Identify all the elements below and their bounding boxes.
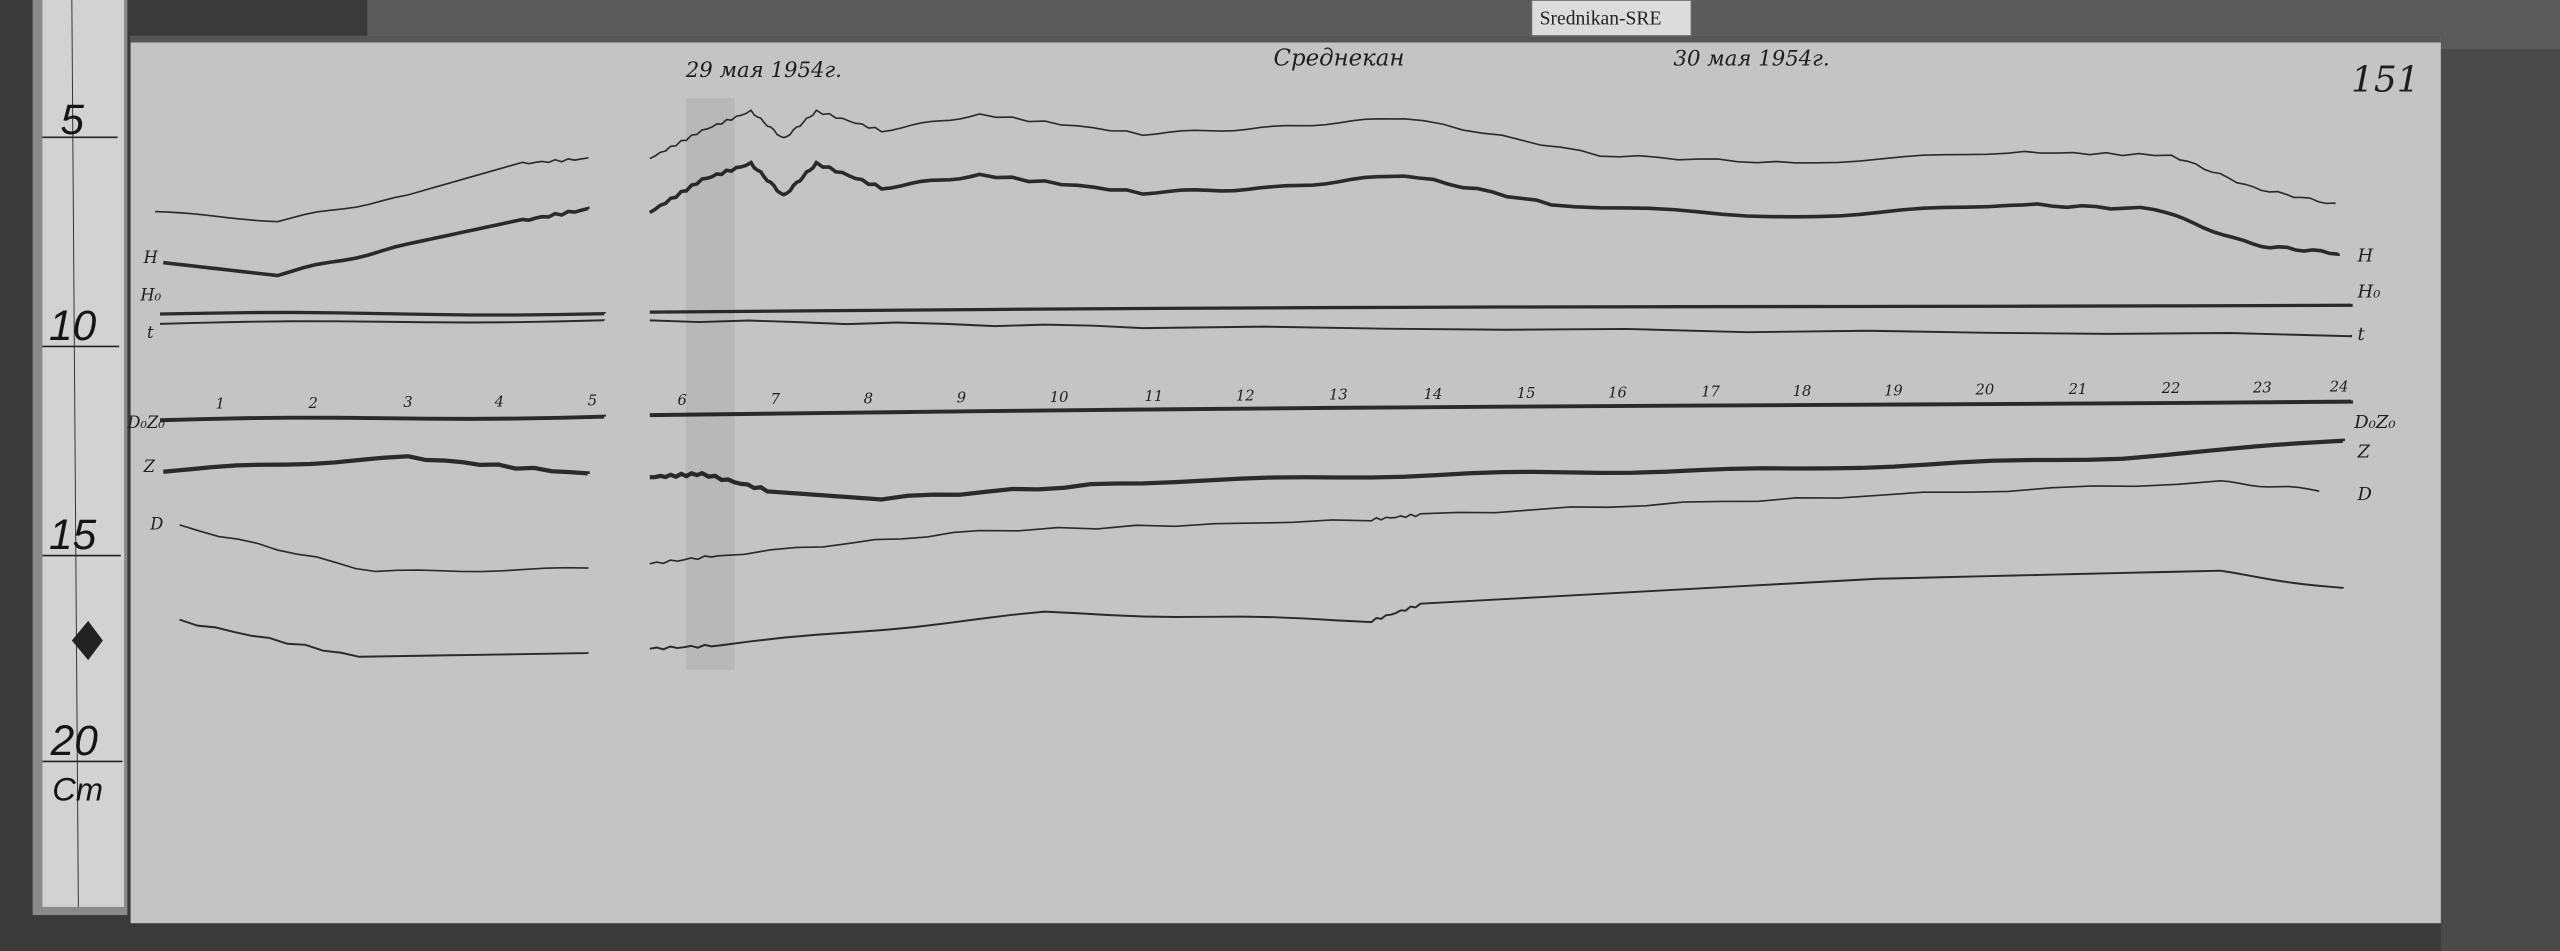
t-trace (649, 319, 2352, 338)
trace-label-right: D (2357, 484, 2372, 505)
t-trace (159, 319, 606, 325)
trace-label-left: t (147, 323, 154, 342)
hour-mark: 12 (1236, 387, 1255, 404)
d-trace-lower (179, 618, 589, 658)
traces (155, 109, 2353, 658)
d0z0-baseline (159, 414, 607, 423)
d-trace-upper (179, 524, 589, 573)
station-tag-text: Srednikan-SRE (1540, 9, 1662, 30)
d-trace-upper (649, 479, 2320, 565)
h-trace-upper (155, 157, 589, 223)
hour-mark: 14 (1424, 386, 1443, 403)
hour-mark: 5 (588, 393, 597, 410)
hour-mark: 19 (1884, 382, 1903, 399)
hour-mark: 11 (1144, 388, 1163, 405)
ruler-mark-15: 15 (49, 511, 97, 558)
hour-mark: 17 (1701, 384, 1720, 401)
diamond-icon (71, 620, 103, 661)
trace-label-left: H (143, 248, 159, 267)
station-name: Среднекан (1273, 45, 1404, 71)
h0-baseline (649, 303, 2353, 314)
hour-mark: 10 (1050, 389, 1069, 406)
hour-mark: 7 (771, 391, 781, 408)
z-trace (163, 454, 590, 476)
trace-label-left: D₀Z₀ (126, 413, 165, 432)
hour-mark: 22 (2161, 380, 2181, 397)
trace-label-right: t (2358, 324, 2366, 345)
ruler: 5 10 15 20 Cm (32, 0, 128, 916)
trace-labels-right: H H₀ t D₀Z₀ ZD (2353, 245, 2395, 505)
hour-mark: 18 (1793, 383, 1812, 400)
h-trace (163, 206, 590, 278)
trace-label-left: Z (143, 457, 156, 476)
trace-label-left: H₀ (139, 286, 161, 305)
hour-mark: 3 (403, 394, 412, 411)
ruler-mark-5: 5 (60, 96, 84, 143)
hour-mark: 24 (2329, 379, 2349, 396)
hour-mark: 15 (1517, 385, 1536, 402)
trace-label-right: H₀ (2357, 281, 2381, 302)
trace-label-right: Z (2357, 442, 2371, 463)
hour-mark: 9 (957, 390, 966, 407)
ruler-mark-10: 10 (49, 302, 97, 349)
hour-mark: 23 (2252, 379, 2272, 396)
h-trace-upper (649, 109, 2336, 205)
hour-mark: 2 (308, 395, 318, 412)
trace-label-left: D (149, 514, 163, 533)
trace-label-right: D₀Z₀ (2353, 412, 2395, 433)
h0-baseline (159, 310, 606, 317)
date-right: 30 мая 1954г. (1673, 46, 1829, 71)
d-trace-lower (649, 569, 2344, 651)
hour-mark: 20 (1975, 382, 1995, 399)
paper-sheet (130, 35, 2441, 924)
hour-mark: 1 (216, 395, 225, 412)
d0z0-baseline (649, 399, 2353, 418)
ruler-unit: Cm (52, 771, 103, 808)
sheet-number: 151 (2351, 59, 2420, 100)
z-trace (649, 438, 2345, 502)
hour-mark: 4 (494, 393, 504, 410)
trace-label-right: H (2357, 245, 2374, 266)
ruler-mark-20: 20 (50, 717, 99, 764)
hour-mark: 8 (864, 390, 873, 407)
station-tag: Srednikan-SRE (1530, 0, 1693, 37)
hour-mark: 6 (678, 392, 687, 409)
hour-mark: 21 (2068, 381, 2088, 398)
hour-mark: 16 (1608, 384, 1627, 401)
hour-mark: 13 (1329, 387, 1348, 404)
trace-labels-left: H H₀ t D₀Z₀ Z D (126, 248, 165, 533)
h-trace (648, 159, 2340, 257)
hour-marks: 1 2 3 4 5 6 7 8 9 10 11 12 13 14 15 16 17 18 19 20 21 22 23 24 (216, 379, 2349, 413)
date-left: 29 мая 1954г. (685, 58, 842, 83)
